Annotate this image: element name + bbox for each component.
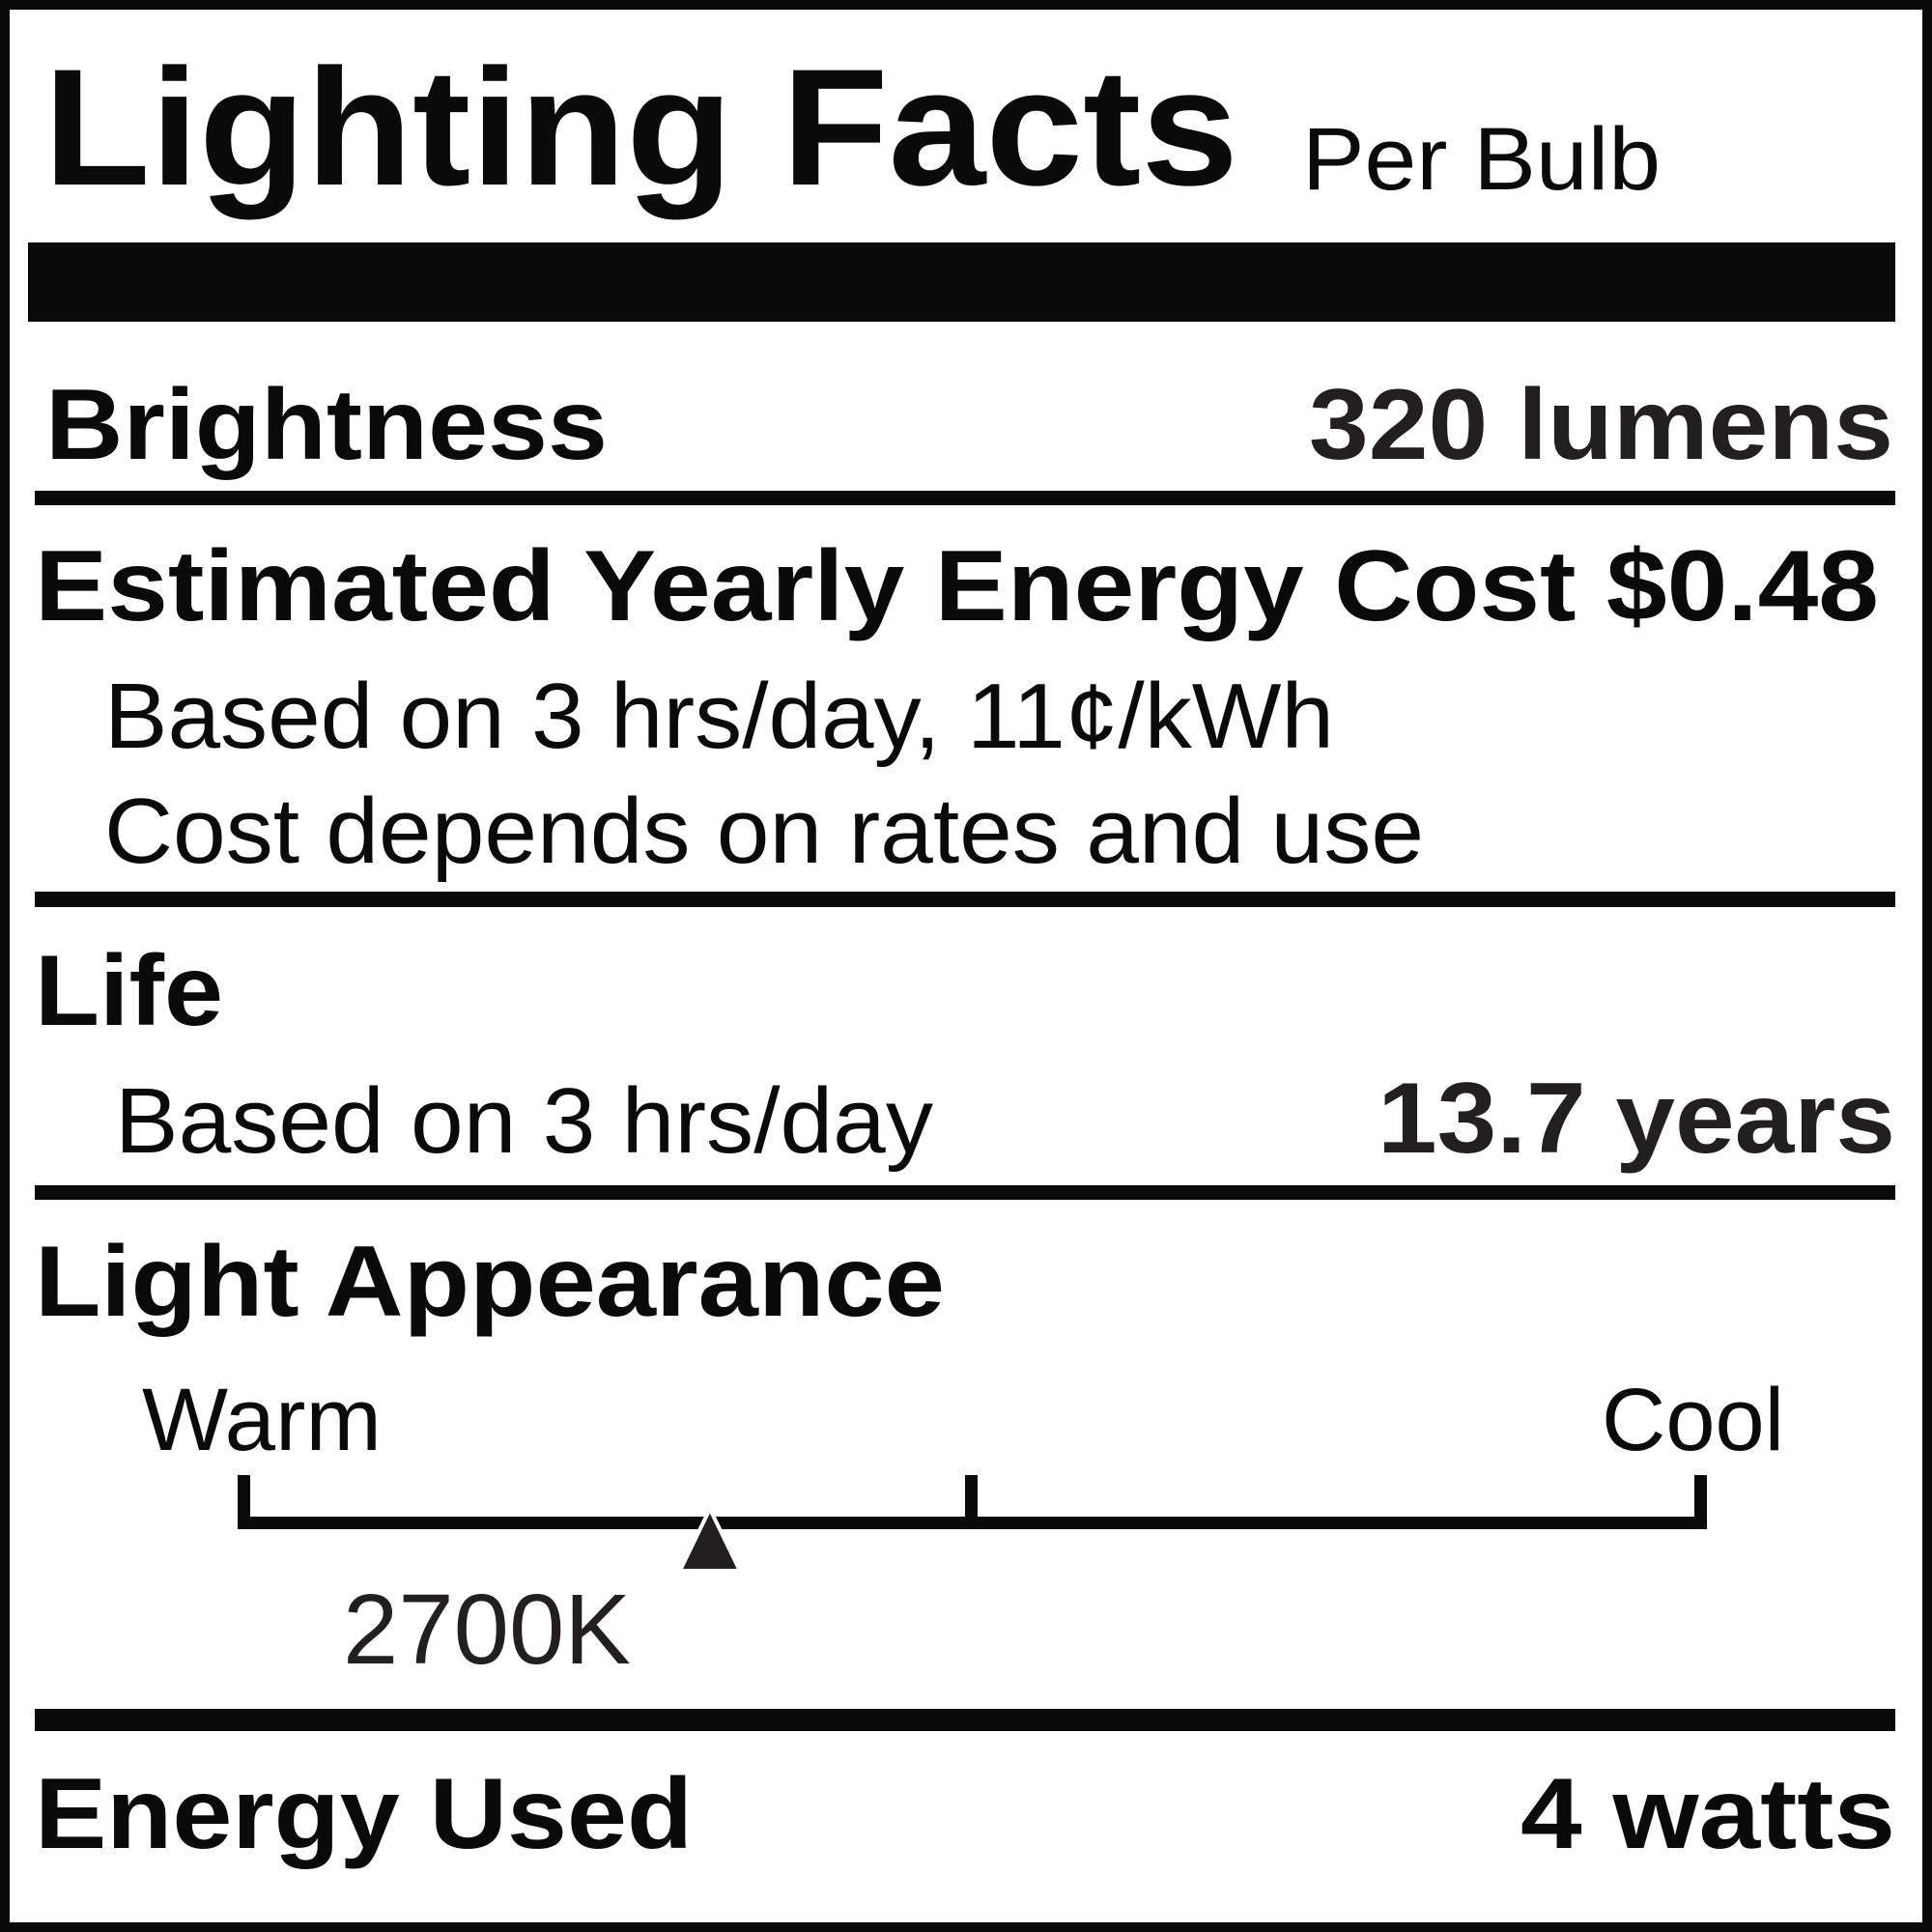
energy-used-value: 4 watts [1520, 1758, 1895, 1870]
title-divider [28, 242, 1895, 322]
life-basis: Based on 3 hrs/day [115, 1069, 933, 1173]
energy-used-label: Energy Used [35, 1758, 693, 1870]
warm-label: Warm [142, 1371, 382, 1469]
energy-cost-value: $0.48 [1606, 530, 1879, 642]
label-title: Lighting Facts [43, 35, 1238, 220]
life-label: Life [35, 935, 223, 1047]
divider [35, 892, 1895, 907]
divider [35, 1185, 1895, 1200]
scale-tick-middle [965, 1475, 978, 1529]
label-subtitle: Per Bulb [1302, 110, 1661, 209]
color-temperature-value: 2700K [343, 1574, 631, 1685]
energy-cost-basis: Based on 3 hrs/day, 11¢/kWh [104, 665, 1334, 768]
life-value: 13.7 years [1378, 1063, 1895, 1175]
brightness-value: 320 lumens [1309, 369, 1893, 481]
scale-tick-cool [1694, 1475, 1707, 1529]
energy-cost-label: Estimated Yearly Energy Cost [35, 530, 1577, 642]
divider [35, 491, 1895, 505]
divider [35, 1709, 1895, 1731]
scale-tick-warm [238, 1475, 250, 1529]
cool-label: Cool [1602, 1371, 1784, 1469]
energy-cost-note: Cost depends on rates and use [104, 780, 1424, 883]
svg-text:Estimated Yearly Energy Cost $: Estimated Yearly Energy Cost $0.48 [35, 530, 1879, 642]
light-appearance-label: Light Appearance [35, 1226, 945, 1338]
color-temperature-marker-icon [676, 1504, 744, 1573]
brightness-label: Brightness [45, 369, 608, 481]
energy-cost-section: Estimated Yearly Energy Cost $0.48 Based… [35, 530, 1879, 883]
color-temperature-scale [238, 1475, 1707, 1573]
